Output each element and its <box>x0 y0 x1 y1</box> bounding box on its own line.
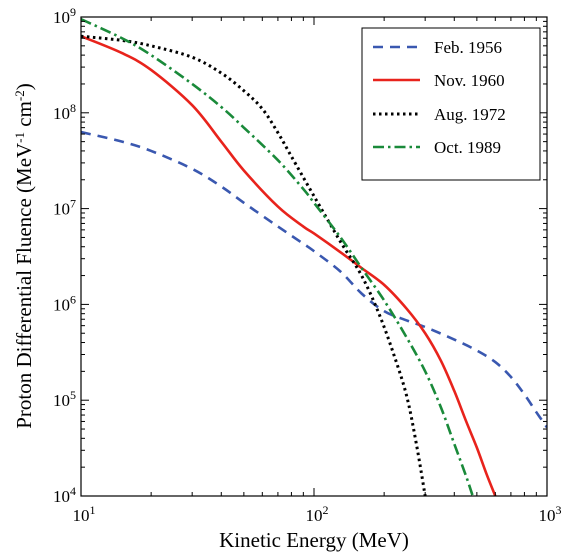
y-tick-label: 109 <box>53 5 76 27</box>
x-tick-label: 101 <box>73 503 96 525</box>
series-line-4 <box>81 17 474 496</box>
y-axis-label: Proton Differential Fluence (MeV-1 cm-2) <box>12 83 37 429</box>
series-line-3 <box>81 34 427 496</box>
series-line-1 <box>81 130 547 429</box>
y-tick-label: 108 <box>53 101 76 123</box>
legend-label: Nov. 1960 <box>434 71 505 90</box>
y-tick-label: 107 <box>53 197 76 219</box>
legend: Feb. 1956 Nov. 1960 Aug. 1972 Oct. 1989 <box>361 27 541 181</box>
legend-box <box>361 27 541 181</box>
legend-label: Oct. 1989 <box>434 138 501 157</box>
y-tick-label: 104 <box>53 484 76 506</box>
series-line-2 <box>81 35 497 496</box>
series-layer <box>81 17 547 496</box>
y-tick-label: 105 <box>53 388 76 410</box>
legend-label: Feb. 1956 <box>434 38 502 57</box>
ticks-layer <box>80 16 548 497</box>
legend-label: Aug. 1972 <box>434 105 506 124</box>
x-axis-label: Kinetic Energy (MeV) <box>219 528 409 552</box>
x-tick-label: 103 <box>539 503 562 525</box>
x-tick-label: 102 <box>306 503 329 525</box>
tick-labels-layer: 101 102 103 104 105 106 107 108 109 <box>53 5 562 525</box>
y-tick-label: 106 <box>53 292 76 314</box>
